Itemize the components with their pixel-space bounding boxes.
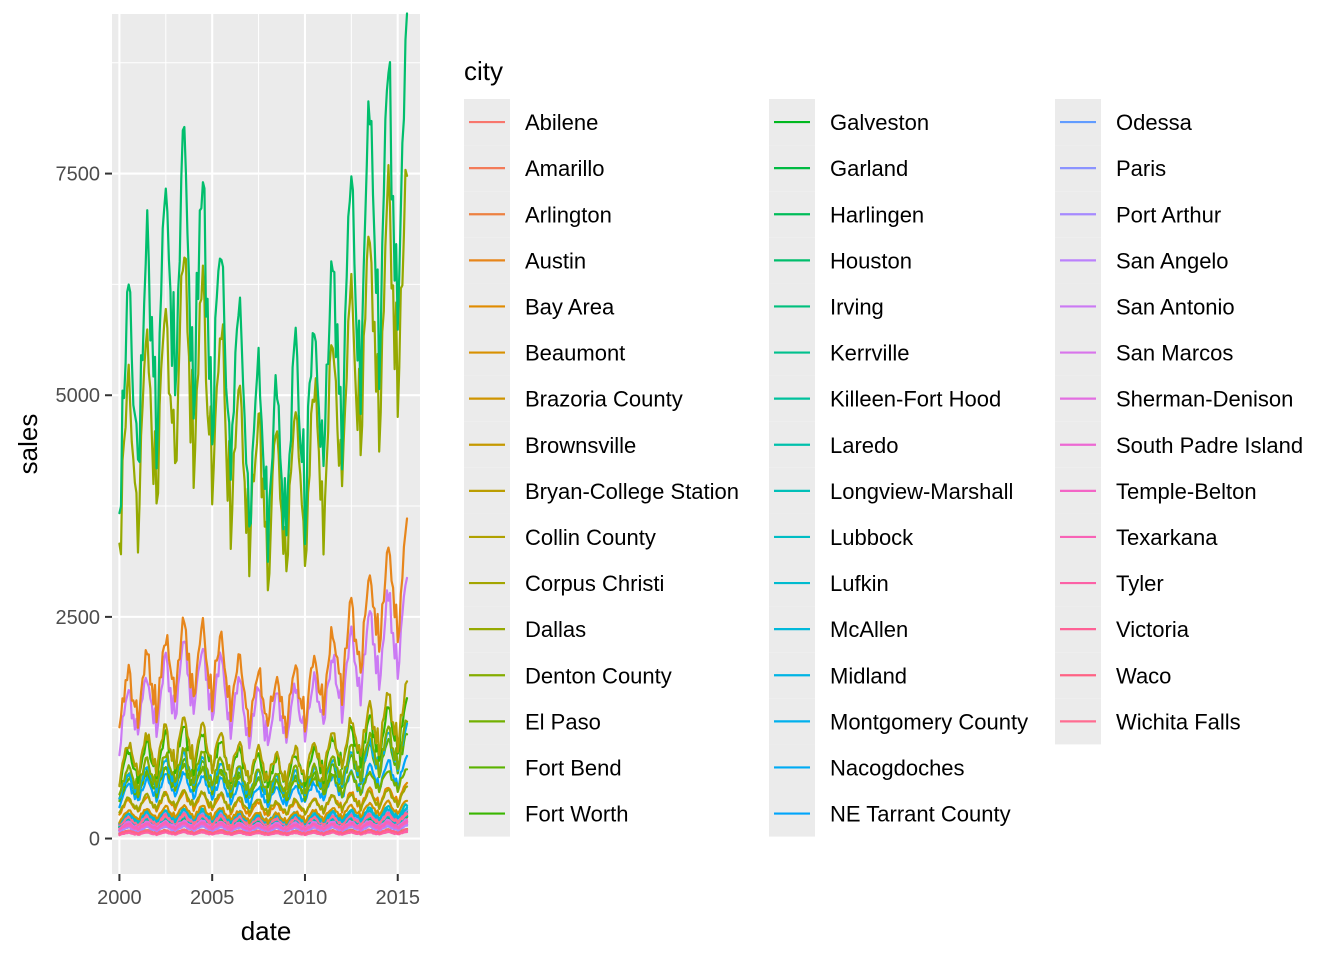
legend-label: South Padre Island bbox=[1116, 433, 1303, 458]
series-line-san-antonio bbox=[118, 576, 409, 757]
legend-label: Killeen-Fort Hood bbox=[830, 387, 1001, 412]
legend-label: San Angelo bbox=[1116, 248, 1229, 273]
legend-label: Harlingen bbox=[830, 202, 924, 227]
series-line-houston bbox=[118, 12, 409, 563]
legend-label: Houston bbox=[830, 248, 912, 273]
legend-label: Beaumont bbox=[525, 341, 625, 366]
series-line-tyler bbox=[118, 830, 409, 837]
y-axis-title: sales bbox=[13, 414, 43, 475]
legend-label: Corpus Christi bbox=[525, 571, 664, 596]
legend: city Abilene Amarillo Arlington Austin Bay A… bbox=[464, 56, 1303, 837]
legend-label: Irving bbox=[830, 294, 884, 319]
legend-label: Nacogdoches bbox=[830, 755, 965, 780]
legend-label: Port Arthur bbox=[1116, 202, 1221, 227]
legend-label: Waco bbox=[1116, 663, 1171, 688]
series-line-corpus-christi bbox=[118, 785, 409, 816]
x-axis: 2000 2005 2010 2015 bbox=[97, 874, 420, 909]
series-line-austin bbox=[118, 517, 409, 739]
legend-label: Sherman-Denison bbox=[1116, 387, 1293, 412]
legend-label: Texarkana bbox=[1116, 525, 1218, 550]
legend-label: Fort Worth bbox=[525, 802, 629, 827]
x-tick-label: 2005 bbox=[190, 887, 235, 909]
x-axis-title: date bbox=[241, 916, 292, 946]
series-line-wichita-falls bbox=[118, 812, 409, 828]
legend-label: Victoria bbox=[1116, 617, 1190, 642]
x-tick-label: 2015 bbox=[375, 887, 420, 909]
legend-label: Arlington bbox=[525, 202, 612, 227]
legend-label: Fort Bend bbox=[525, 755, 622, 780]
legend-label: Abilene bbox=[525, 110, 598, 135]
series-lines bbox=[118, 12, 409, 837]
legend-label: Wichita Falls bbox=[1116, 709, 1241, 734]
legend-items: Abilene Amarillo Arlington Austin Bay Area Be… bbox=[464, 99, 1303, 837]
x-tick-label: 2000 bbox=[97, 887, 142, 909]
legend-label: Garland bbox=[830, 156, 908, 181]
legend-label: Temple-Belton bbox=[1116, 479, 1257, 504]
y-tick-label: 0 bbox=[89, 829, 100, 851]
legend-label: Brownsville bbox=[525, 433, 636, 458]
legend-label: McAllen bbox=[830, 617, 908, 642]
legend-title: city bbox=[464, 56, 503, 86]
series-line-brazoria-county bbox=[118, 799, 409, 825]
legend-label: Tyler bbox=[1116, 571, 1164, 596]
legend-label: Brazoria County bbox=[525, 387, 683, 412]
series-line-collin-county bbox=[118, 680, 409, 791]
legend-label: Lubbock bbox=[830, 525, 914, 550]
legend-label: Amarillo bbox=[525, 156, 604, 181]
legend-label: El Paso bbox=[525, 709, 601, 734]
legend-label: Dallas bbox=[525, 617, 586, 642]
legend-label: NE Tarrant County bbox=[830, 802, 1011, 827]
x-tick-label: 2010 bbox=[283, 887, 328, 909]
series-line-waco bbox=[118, 828, 409, 836]
legend-label: Longview-Marshall bbox=[830, 479, 1013, 504]
series-line-denton-county bbox=[118, 719, 409, 801]
legend-label: Collin County bbox=[525, 525, 656, 550]
series-line-texarkana bbox=[118, 819, 409, 832]
y-tick-label: 5000 bbox=[56, 385, 101, 407]
y-axis: 0 2500 5000 7500 bbox=[56, 164, 112, 851]
legend-label: Austin bbox=[525, 248, 586, 273]
legend-label: Galveston bbox=[830, 110, 929, 135]
grid-lines bbox=[112, 14, 420, 874]
legend-label: Laredo bbox=[830, 433, 899, 458]
y-tick-label: 7500 bbox=[56, 164, 101, 186]
legend-label: Odessa bbox=[1116, 110, 1193, 135]
legend-label: San Marcos bbox=[1116, 341, 1233, 366]
legend-label: Bay Area bbox=[525, 294, 615, 319]
legend-label: Denton County bbox=[525, 663, 672, 688]
legend-label: Paris bbox=[1116, 156, 1166, 181]
legend-label: Midland bbox=[830, 663, 907, 688]
legend-label: Montgomery County bbox=[830, 709, 1028, 734]
y-tick-label: 2500 bbox=[56, 607, 101, 629]
legend-label: San Antonio bbox=[1116, 294, 1235, 319]
legend-label: Kerrville bbox=[830, 341, 909, 366]
legend-label: Lufkin bbox=[830, 571, 889, 596]
legend-label: Bryan-College Station bbox=[525, 479, 739, 504]
